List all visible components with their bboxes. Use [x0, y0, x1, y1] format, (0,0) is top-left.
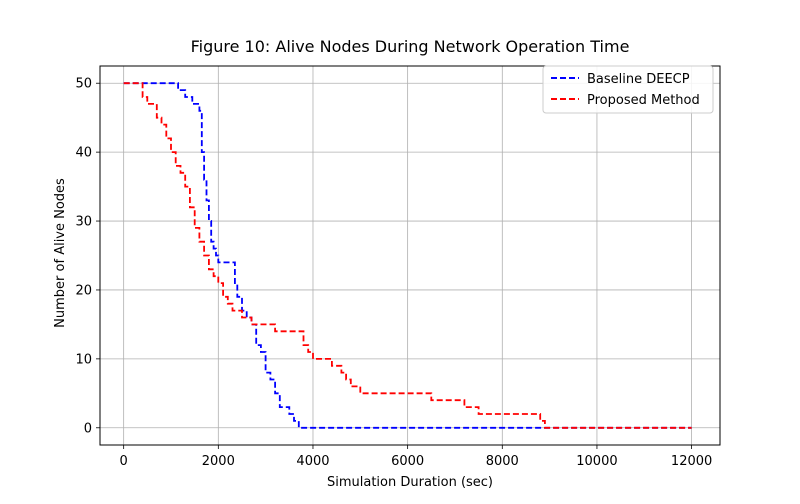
y-tick-label: 40 [75, 146, 92, 161]
x-tick-label: 0 [120, 454, 128, 469]
y-tick-label: 50 [75, 77, 92, 92]
x-axis-title: Simulation Duration (sec) [327, 475, 493, 490]
x-tick-label: 6000 [391, 454, 424, 469]
series-line-proposed-method [123, 82, 692, 429]
y-tick-label: 10 [75, 352, 92, 367]
series-line-baseline-deecp [123, 82, 692, 429]
grid-lines [100, 66, 720, 445]
y-tick-label: 20 [75, 283, 92, 298]
x-tick-label: 4000 [296, 454, 329, 469]
legend: Baseline DEECP Proposed Method [542, 65, 714, 114]
x-tick-label: 8000 [486, 454, 519, 469]
chart-title: Figure 10: Alive Nodes During Network Op… [191, 37, 630, 56]
plot-frame [99, 65, 721, 446]
legend-label-proposed-method: Proposed Method [587, 93, 700, 108]
y-tick-label: 0 [84, 421, 92, 436]
y-tick-label: 30 [75, 215, 92, 230]
y-axis-ticks: 0 10 20 30 40 50 [75, 77, 100, 436]
legend-label-baseline-deecp: Baseline DEECP [587, 72, 690, 87]
x-tick-label: 12000 [671, 454, 712, 469]
y-axis-title: Number of Alive Nodes [53, 178, 68, 328]
series-lines [123, 82, 692, 429]
x-tick-label: 2000 [202, 454, 235, 469]
legend-box [542, 65, 714, 114]
x-tick-label: 10000 [576, 454, 617, 469]
x-axis-ticks: 0 2000 4000 6000 8000 10000 12000 [120, 445, 712, 469]
